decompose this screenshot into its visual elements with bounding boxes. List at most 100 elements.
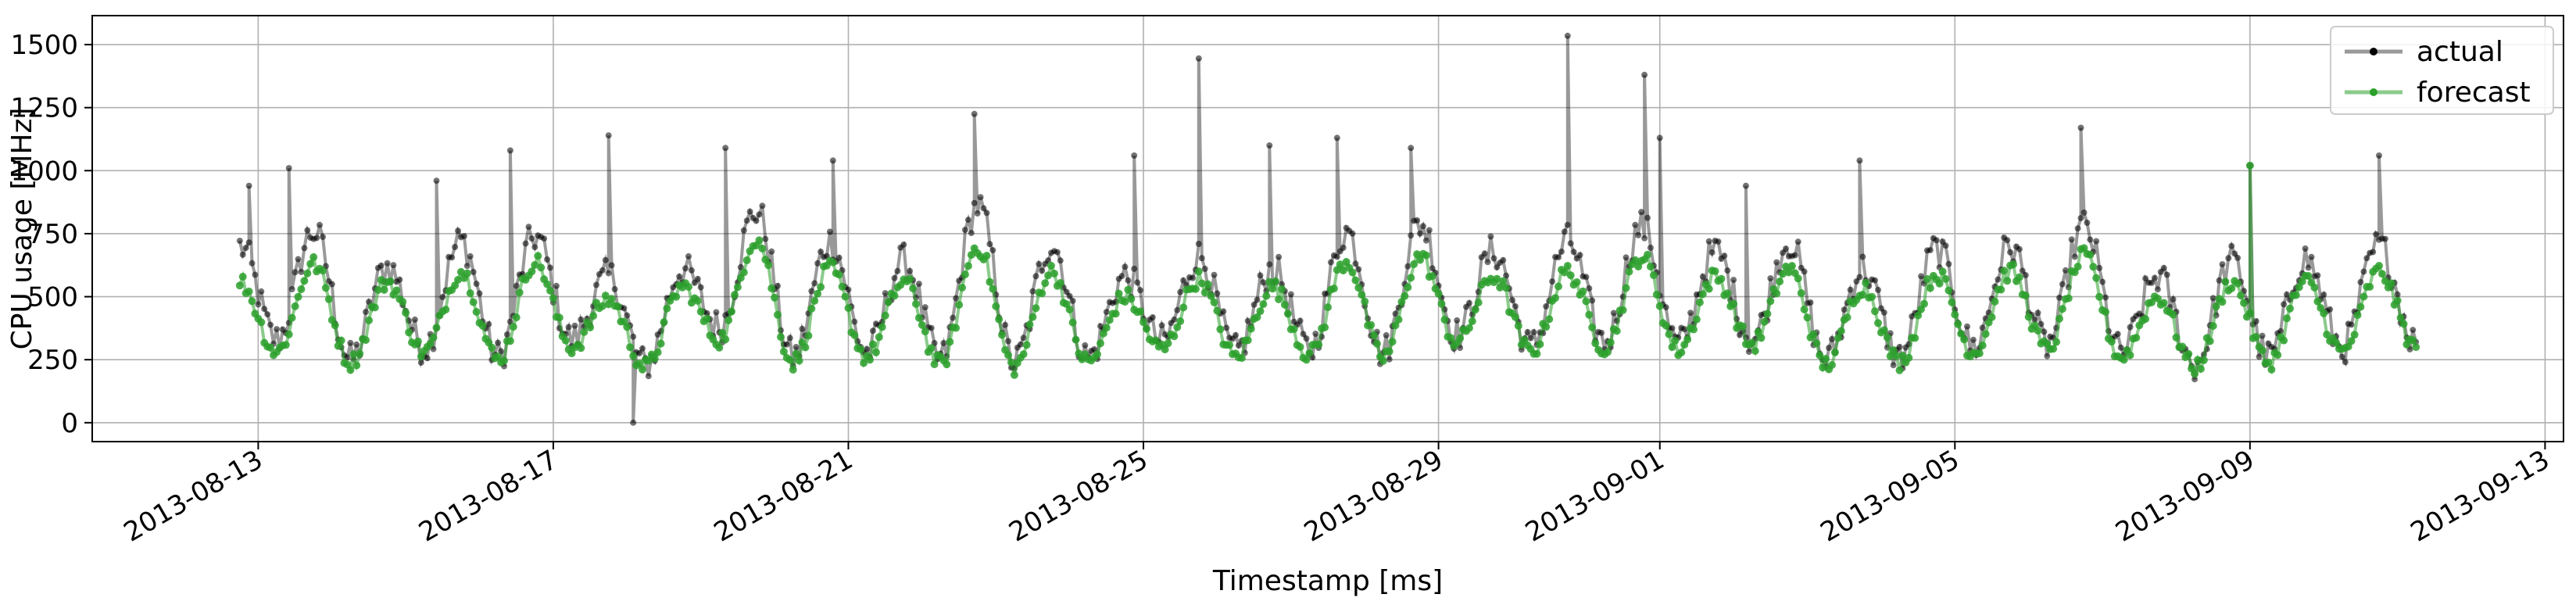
data-point-forecast [1019,350,1028,359]
data-point-actual [1662,304,1669,311]
data-point-forecast [2107,338,2116,346]
data-point-forecast [626,343,635,352]
data-point-forecast [2148,298,2156,306]
data-point-actual [2059,281,2066,288]
data-point-forecast [946,338,954,346]
data-point-actual [2007,249,2014,256]
data-point-actual [1687,310,1694,317]
data-point-forecast [685,283,692,291]
data-point-actual [1576,252,1583,259]
data-point-forecast [1957,330,1966,338]
data-point-forecast [1690,325,1698,334]
data-point-actual [611,286,618,292]
y-axis-label: CPU usage [MHz] [6,108,38,350]
data-point-actual [1890,362,1897,369]
data-point-forecast [1555,282,1562,291]
data-point-forecast [2024,313,2033,321]
data-point-forecast [413,337,422,345]
data-point-forecast [992,302,1000,310]
data-point-actual [498,348,505,355]
data-point-actual [1422,237,1429,244]
data-point-forecast [291,302,299,310]
data-point-forecast [1533,349,1541,358]
data-point-forecast [1204,280,1212,288]
legend-label-actual: actual [2417,36,2503,68]
y-tick-label: 250 [27,345,78,376]
data-point-actual [304,227,311,234]
data-point-forecast [2095,292,2104,301]
data-point-forecast [288,313,296,322]
data-point-actual [1195,241,1202,247]
data-point-forecast [2000,267,2009,275]
y-tick-label: 1250 [10,93,78,124]
data-point-forecast [337,336,345,345]
data-point-forecast [577,344,585,353]
data-point-actual [1233,331,1239,338]
data-point-actual [2376,152,2382,159]
data-point-forecast [884,298,893,306]
data-point-forecast [1625,267,1633,276]
data-point-forecast [2169,310,2177,319]
data-point-actual [688,267,695,274]
data-point-actual [2394,291,2401,298]
data-point-forecast [989,285,997,293]
data-point-forecast [1588,324,1597,331]
data-point-forecast [967,251,975,259]
data-point-forecast [546,286,554,295]
data-point-actual [245,182,252,189]
data-point-forecast [1646,263,1655,271]
data-point-actual [255,301,262,308]
data-point-actual [1669,324,1676,331]
data-point-actual [1426,227,1433,234]
data-point-forecast [1407,274,1415,282]
data-point-forecast [1200,288,1209,297]
data-point-actual [2071,253,2078,260]
data-point-actual [1494,264,1501,271]
data-point-actual [1174,306,1181,313]
data-point-forecast [623,323,631,331]
data-point-actual [2022,272,2029,278]
data-point-forecast [586,324,595,331]
data-point-actual [1045,257,1052,264]
data-point-forecast [739,268,748,277]
data-point-actual [1066,292,1073,299]
data-point-actual [1408,145,1415,152]
data-point-forecast [1047,262,1055,270]
data-point-forecast [1404,283,1412,292]
data-point-forecast [537,263,546,272]
data-point-forecast [1773,289,1781,298]
data-point-actual [1856,157,1863,164]
x-tick-label: 2013-08-21 [709,444,858,548]
data-point-forecast [1354,284,1363,292]
data-point-forecast [814,289,822,298]
data-point-forecast [2221,277,2230,286]
data-point-forecast [1776,277,1784,286]
data-point-actual [485,320,492,327]
data-point-forecast [2381,277,2389,285]
data-point-actual [1275,253,1283,260]
data-point-forecast [2310,283,2319,292]
data-point-forecast [1843,313,1852,322]
data-point-actual [2163,271,2170,278]
data-point-actual [1327,259,1334,266]
data-point-forecast [792,349,800,358]
data-point-forecast [982,252,991,260]
data-point-forecast [1416,256,1424,264]
data-point-actual [525,224,532,231]
data-point-actual [1158,322,1165,329]
data-point-actual [1383,331,1390,338]
data-point-actual [1872,277,1878,284]
data-point-forecast [1278,285,1286,293]
data-point-forecast [2350,331,2359,339]
data-point-actual [2305,264,2312,271]
data-point-forecast [331,321,339,330]
data-point-actual [2154,286,2161,293]
y-tick-label: 500 [27,282,78,313]
data-point-actual [1122,263,1129,270]
data-point-actual [1933,237,1940,244]
data-point-forecast [1394,315,1403,324]
data-point-actual [1841,306,1848,313]
data-point-forecast [1296,342,1304,351]
data-point-forecast [1010,370,1018,379]
